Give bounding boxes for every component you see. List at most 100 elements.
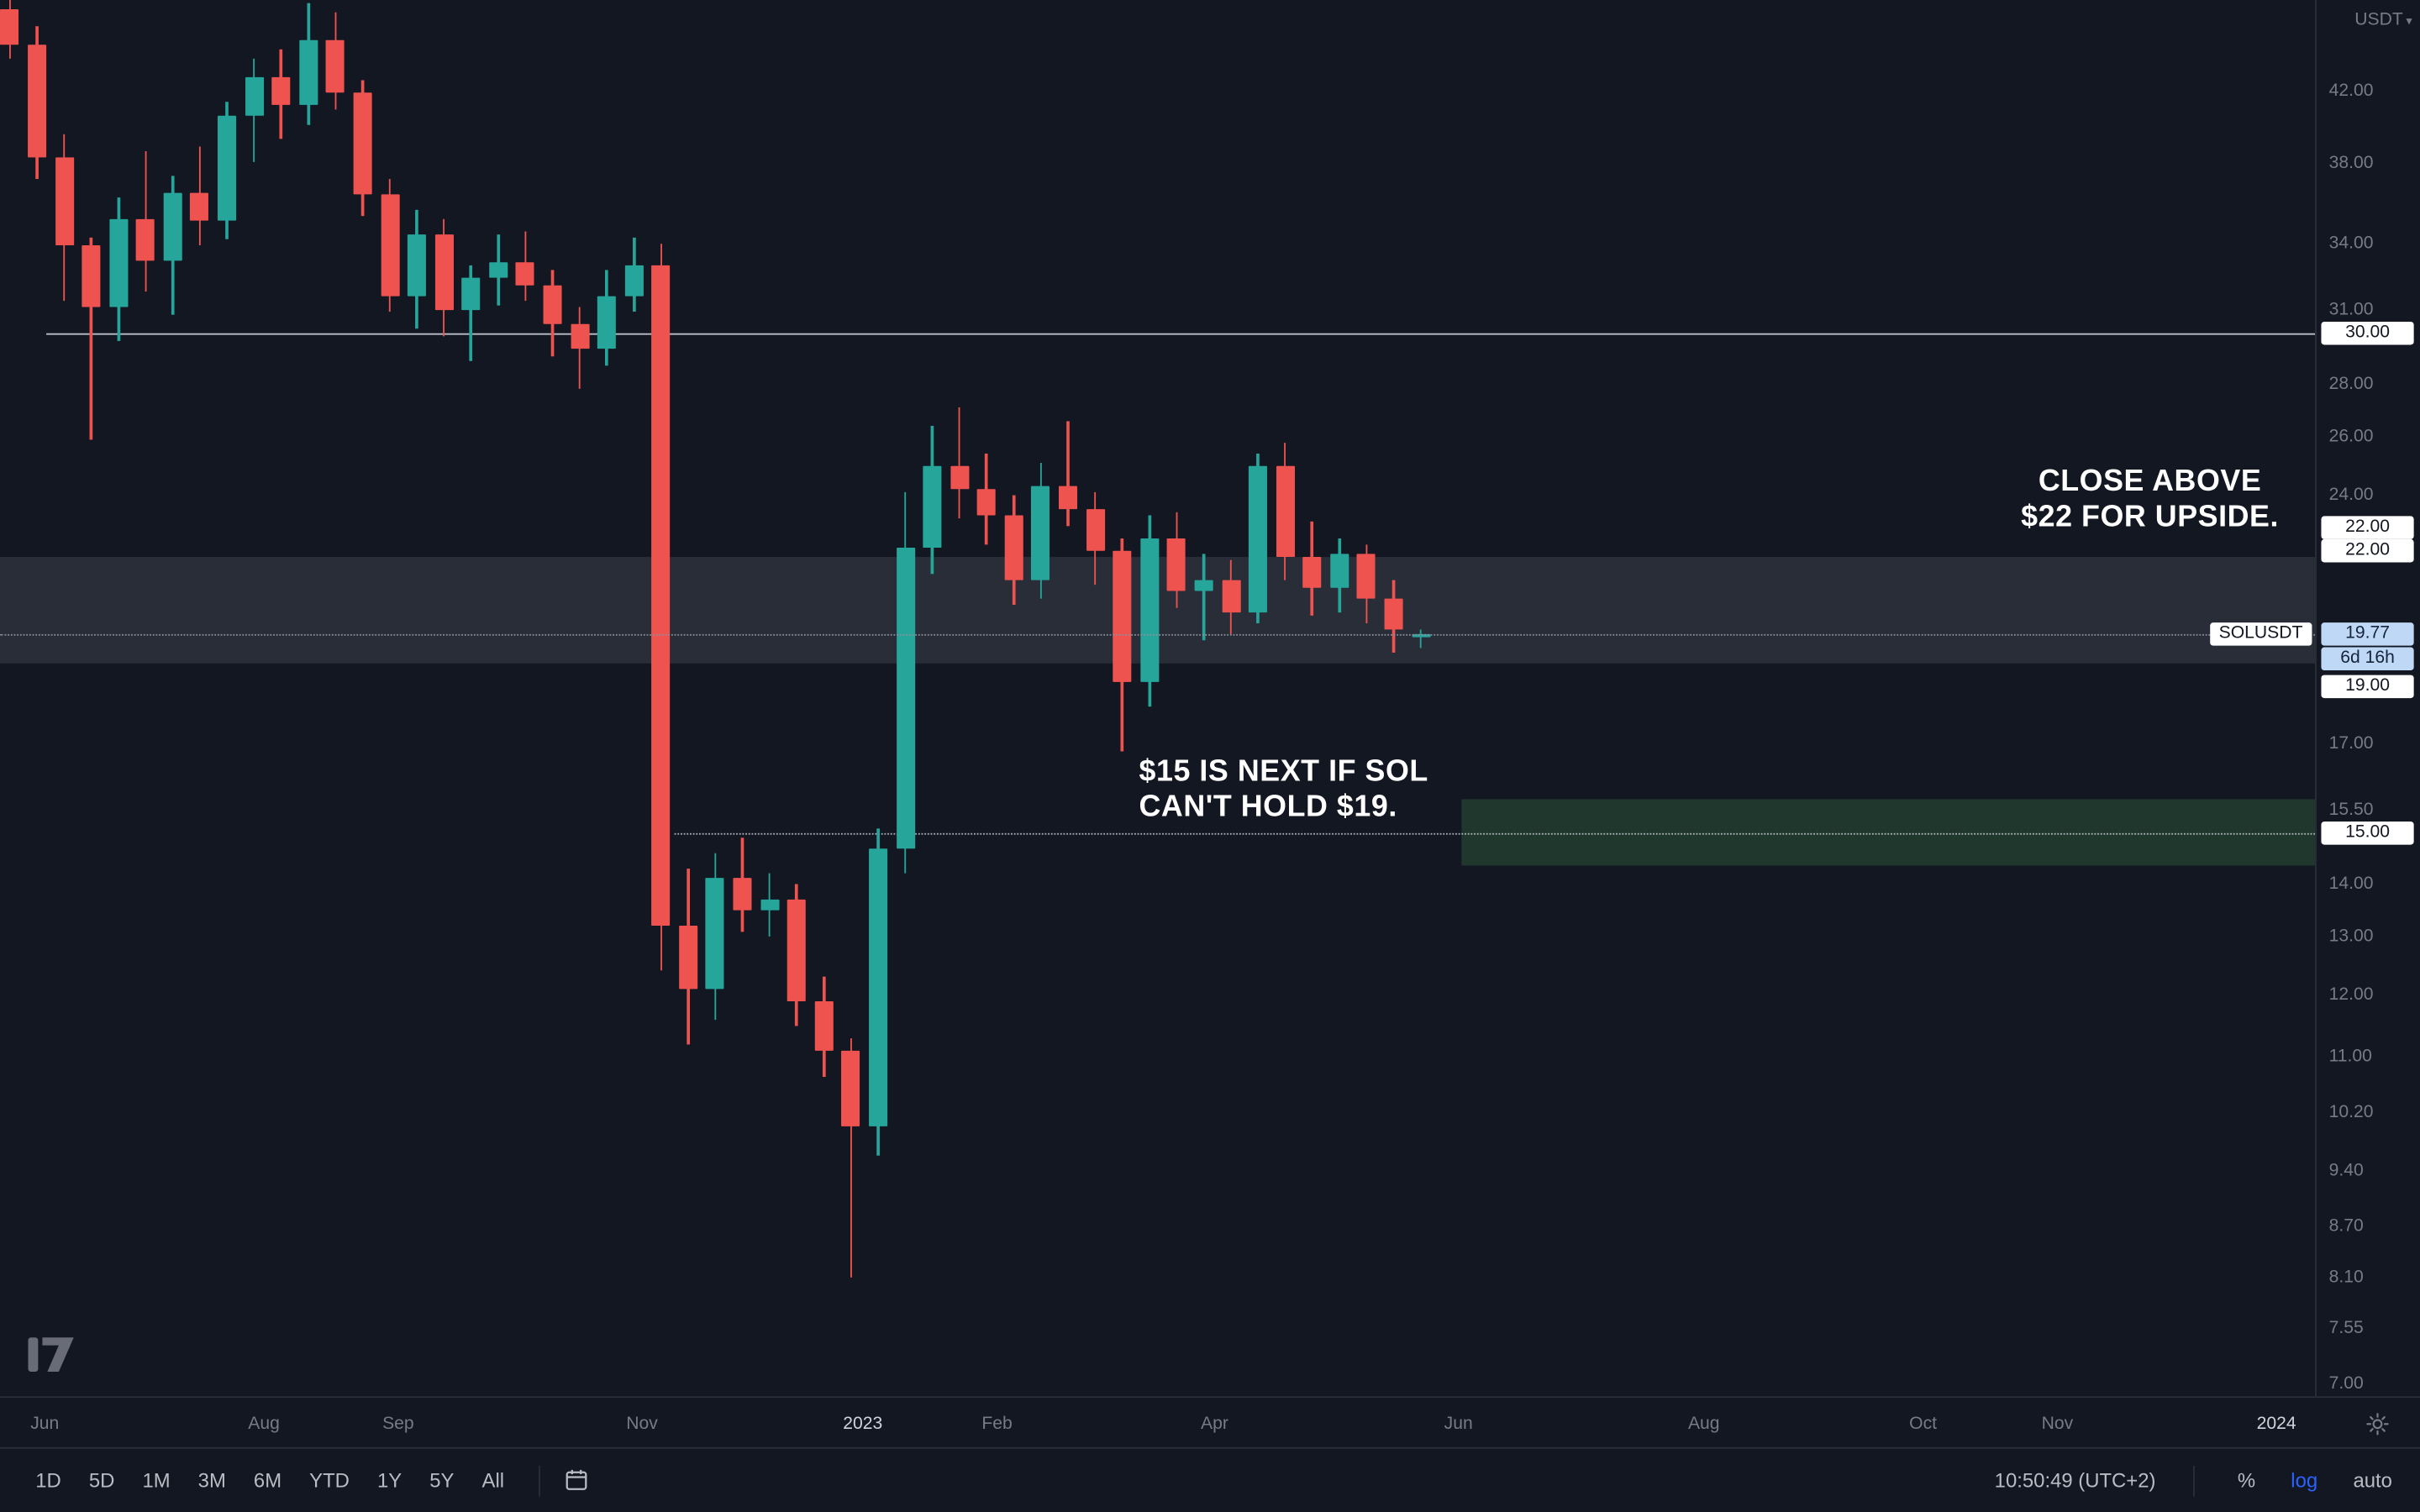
price-tick-label: 10.20 xyxy=(2328,1102,2374,1121)
price-tick-label: 11.00 xyxy=(2328,1047,2372,1067)
candle-body xyxy=(163,192,182,261)
price-tick-label: 8.10 xyxy=(2328,1268,2364,1288)
range-button-5d[interactable]: 5D xyxy=(75,1462,129,1498)
candle-wick xyxy=(958,407,961,520)
candle-body xyxy=(787,899,807,1001)
candle-body xyxy=(516,262,535,286)
price-level-label: 19.00 xyxy=(2321,675,2414,698)
price-tick-label: 24.00 xyxy=(2328,485,2374,504)
range-button-1y[interactable]: 1Y xyxy=(363,1462,415,1498)
candle-body xyxy=(950,465,969,489)
candle-body xyxy=(1004,516,1023,581)
price-level-label: 22.00 xyxy=(2321,539,2414,564)
candle-body xyxy=(1031,486,1050,581)
range-button-ytd[interactable]: YTD xyxy=(296,1462,364,1498)
candle-body xyxy=(1167,538,1186,591)
auto-scale-button[interactable]: auto xyxy=(2347,1466,2398,1495)
range-button-5y[interactable]: 5Y xyxy=(416,1462,468,1498)
time-axis-label: Aug xyxy=(1687,1414,1720,1433)
price-tick-label: 15.50 xyxy=(2328,801,2374,820)
time-axis-label: Nov xyxy=(626,1414,658,1433)
price-axis[interactable]: USDT ▾ 42.00 38.00 34.00 31.00 28.00 26.00 24.… xyxy=(2315,0,2420,1397)
candle-body xyxy=(1329,554,1349,588)
price-tick-label: 42.00 xyxy=(2328,81,2374,101)
candle-body xyxy=(597,296,617,349)
candle-body xyxy=(1221,580,1240,612)
annotation-close-above-22[interactable]: CLOSE ABOVE $22 FOR UPSIDE. xyxy=(2002,465,2298,535)
toolbar-divider xyxy=(538,1464,540,1496)
go-to-date-icon[interactable] xyxy=(560,1464,592,1497)
toolbar-divider xyxy=(2192,1464,2195,1496)
time-axis-label: Feb xyxy=(981,1414,1013,1433)
price-tick-label: 7.00 xyxy=(2328,1373,2364,1393)
candle-body xyxy=(380,194,399,297)
candle-body xyxy=(1302,557,1322,588)
price-tick-label: 9.40 xyxy=(2328,1161,2364,1180)
annotation-line: $22 FOR UPSIDE. xyxy=(2021,500,2279,534)
time-axis-label: Apr xyxy=(1201,1414,1228,1433)
candle-body xyxy=(0,9,19,45)
range-selector: 1D 5D 1M 3M 6M YTD 1Y 5Y All xyxy=(22,1462,592,1498)
candle-body xyxy=(977,488,997,517)
resistance-line-30[interactable] xyxy=(46,333,2316,336)
current-price-line xyxy=(0,634,2316,637)
chart-pane[interactable]: CLOSE ABOVE $22 FOR UPSIDE. $15 IS NEXT I… xyxy=(0,0,2316,1396)
price-tick-label: 8.70 xyxy=(2328,1217,2364,1236)
candle-body xyxy=(218,115,237,221)
candle-body xyxy=(868,848,888,1126)
candle-body xyxy=(488,262,508,279)
time-axis-label: Jun xyxy=(1444,1414,1473,1433)
time-axis[interactable]: Jun Aug Sep Nov 2023 Feb Apr Jun Aug Oct Nov 2024 xyxy=(0,1396,2420,1449)
candle-body xyxy=(923,465,942,548)
candle-body xyxy=(570,323,589,349)
log-scale-button[interactable]: log xyxy=(2285,1466,2324,1495)
candle-body xyxy=(434,234,454,311)
candle-body xyxy=(1086,509,1105,551)
annotation-15-is-next[interactable]: $15 IS NEXT IF SOL CAN'T HOLD $19. xyxy=(1139,754,1471,825)
candle-body xyxy=(1113,550,1132,683)
candle-body xyxy=(1357,554,1376,598)
candle-body xyxy=(108,218,128,308)
price-tick-label: 38.00 xyxy=(2328,154,2374,173)
price-tick-label: 28.00 xyxy=(2328,374,2374,393)
clock-display[interactable]: 10:50:49 (UTC+2) xyxy=(1994,1468,2156,1493)
price-level-label: 30.00 xyxy=(2321,322,2414,346)
candle-wick xyxy=(470,265,473,361)
price-tick-label: 13.00 xyxy=(2328,927,2374,947)
tradingview-logo[interactable] xyxy=(26,1336,76,1381)
target-zone-box-15[interactable] xyxy=(1461,798,2316,866)
chevron-down-icon: ▾ xyxy=(2406,13,2412,28)
range-buttons: 1D 5D 1M 3M 6M YTD 1Y 5Y All xyxy=(22,1462,518,1498)
candle-body xyxy=(1139,538,1159,683)
candle-body xyxy=(733,878,752,910)
range-button-1m[interactable]: 1M xyxy=(129,1462,184,1498)
candle-wick xyxy=(1202,554,1205,641)
candle-body xyxy=(841,1051,860,1126)
current-price-label: 19.77 xyxy=(2321,622,2414,647)
annotation-line: $15 IS NEXT IF SOL xyxy=(1139,754,1428,789)
annotation-line: CLOSE ABOVE xyxy=(2038,464,2262,499)
price-tick-label: 14.00 xyxy=(2328,874,2374,893)
candle-body xyxy=(82,245,101,308)
candle-body xyxy=(461,278,481,311)
currency-toggle[interactable]: USDT ▾ xyxy=(2354,11,2412,29)
range-button-3m[interactable]: 3M xyxy=(184,1462,239,1498)
percent-scale-button[interactable]: % xyxy=(2231,1466,2261,1495)
candle-wick xyxy=(1419,629,1423,648)
tradingview-logo-icon xyxy=(28,1337,74,1372)
time-axis-label: Oct xyxy=(1909,1414,1937,1433)
time-axis-label: 2024 xyxy=(2256,1414,2296,1433)
time-axis-label: Jun xyxy=(30,1414,60,1433)
candle-body xyxy=(706,878,725,989)
price-tick-label: 12.00 xyxy=(2328,985,2374,1005)
settings-icon[interactable] xyxy=(2366,1412,2390,1436)
range-button-1d[interactable]: 1D xyxy=(22,1462,76,1498)
time-axis-label: Sep xyxy=(382,1414,414,1433)
range-button-all[interactable]: All xyxy=(468,1462,518,1498)
candle-body xyxy=(55,157,74,246)
range-button-6m[interactable]: 6M xyxy=(239,1462,295,1498)
level-line-15[interactable] xyxy=(674,833,2316,836)
candle-wick xyxy=(90,237,93,440)
symbol-price-line-label: SOLUSDT xyxy=(2209,622,2312,647)
